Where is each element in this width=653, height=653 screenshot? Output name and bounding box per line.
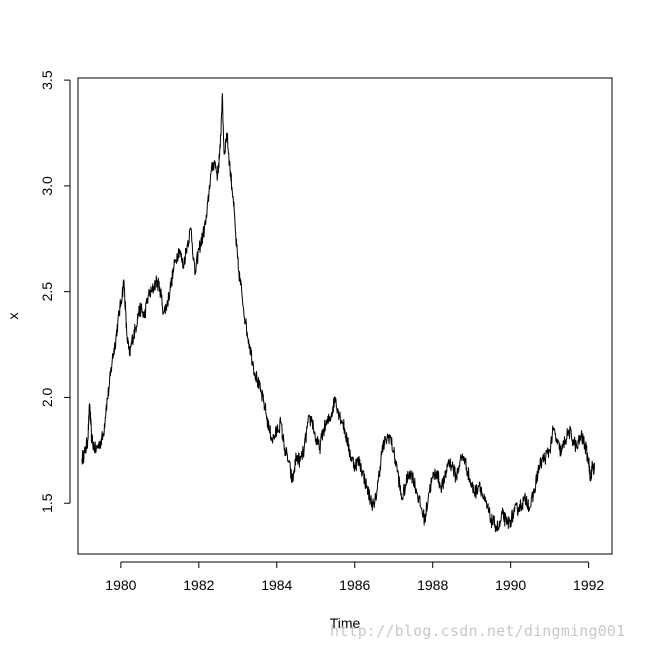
- y-axis: 1.5 2.0 2.5 3.0 3.5: [39, 70, 71, 513]
- series-line: [81, 93, 595, 533]
- x-axis: 1980 1982 1984 1986 1988 1990 1992: [105, 561, 604, 593]
- x-tick-label: 1984: [261, 577, 292, 593]
- y-axis-title: x: [5, 313, 21, 320]
- x-tick-label: 1988: [417, 577, 448, 593]
- x-axis-title: Time: [330, 615, 361, 631]
- plot-frame: [77, 77, 613, 555]
- y-tick-label: 3.0: [39, 176, 55, 196]
- y-tick-label: 2.5: [39, 282, 55, 302]
- x-tick-label: 1980: [105, 577, 136, 593]
- y-tick-label: 3.5: [39, 70, 55, 90]
- x-tick-label: 1992: [573, 577, 604, 593]
- y-tick-label: 2.0: [39, 388, 55, 408]
- x-tick-label: 1986: [339, 577, 370, 593]
- y-tick-label: 1.5: [39, 493, 55, 513]
- x-tick-label: 1990: [495, 577, 526, 593]
- watermark-text: http://blog.csdn.net/dingming001: [330, 622, 626, 640]
- x-tick-label: 1982: [183, 577, 214, 593]
